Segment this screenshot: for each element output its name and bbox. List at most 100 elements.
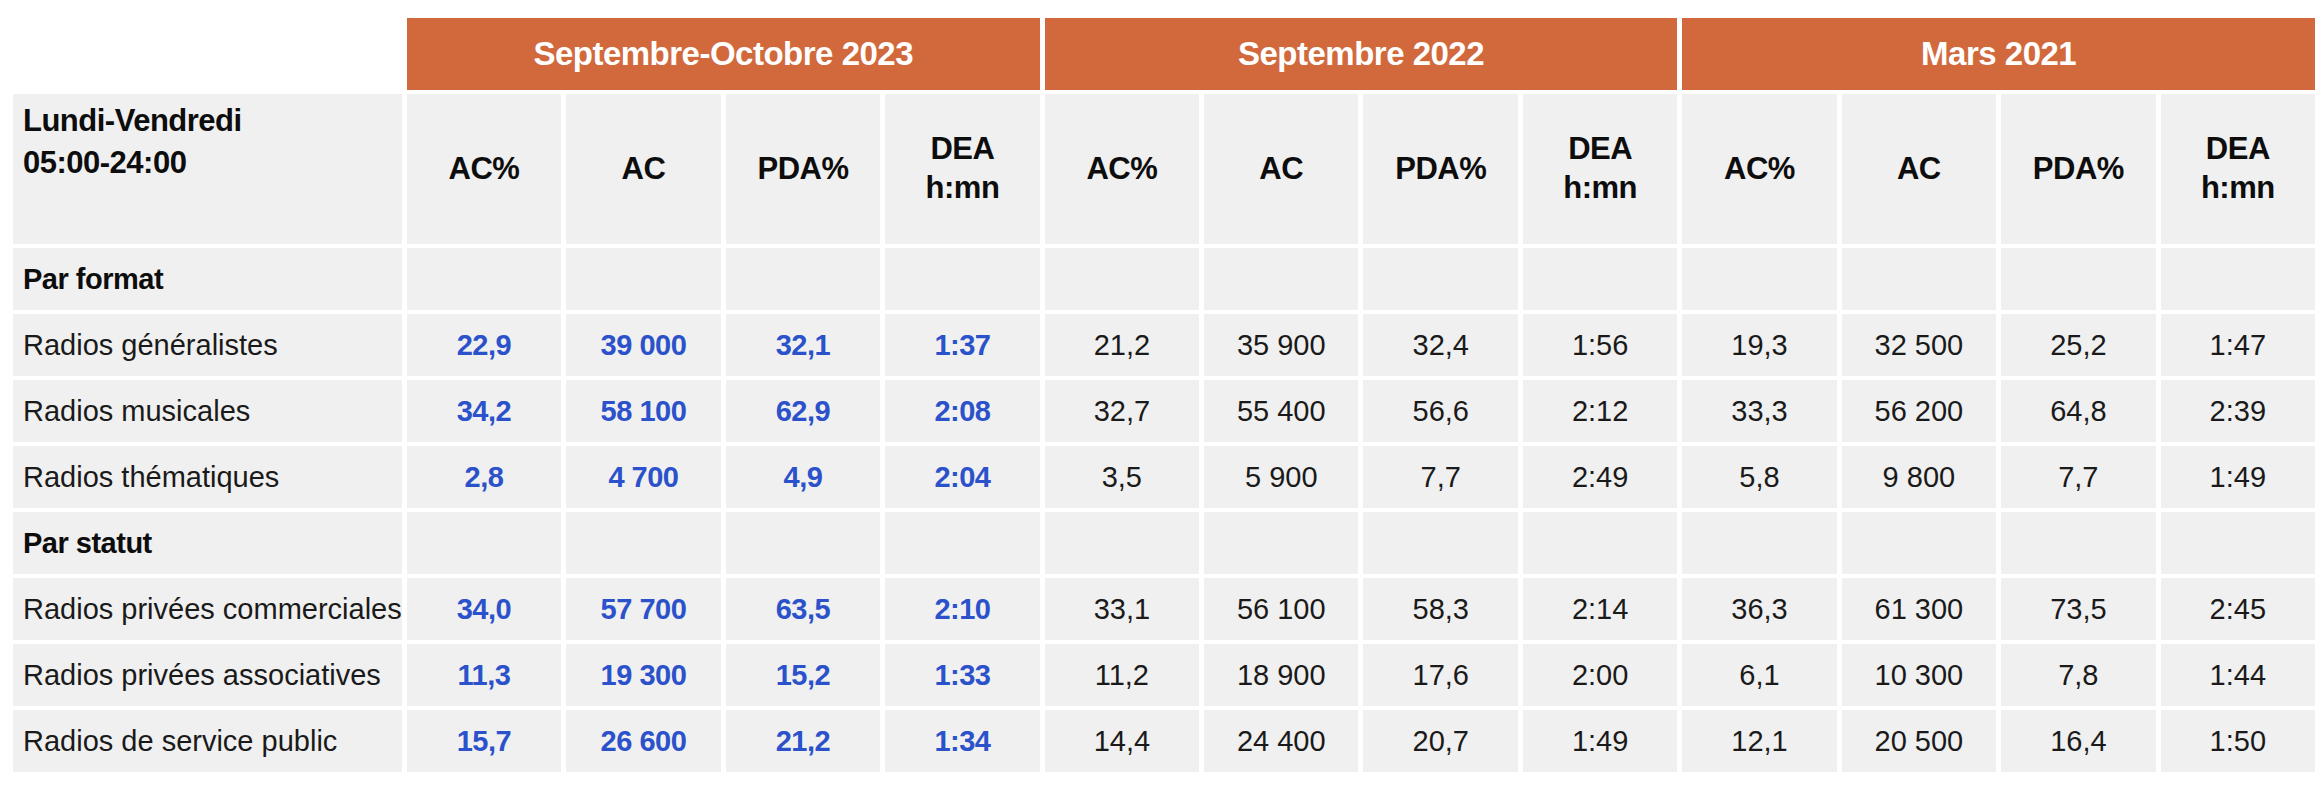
col-header-ac-pct-2023: AC% bbox=[407, 94, 561, 244]
value-cell: 21,2 bbox=[1045, 314, 1199, 376]
value-cell: 24 400 bbox=[1204, 710, 1358, 772]
value-cell: 63,5 bbox=[726, 578, 881, 640]
value-cell: 32 500 bbox=[1842, 314, 1996, 376]
value-cell: 56 100 bbox=[1204, 578, 1358, 640]
table-row-radios-thematiques: Radios thématiques 2,8 4 700 4,9 2:04 3,… bbox=[13, 446, 2315, 508]
value-cell: 34,2 bbox=[407, 380, 561, 442]
period-header-mars-2021: Mars 2021 bbox=[1682, 18, 2315, 90]
value-cell: 1:56 bbox=[1523, 314, 1677, 376]
table-row-radios-privees-commerciales: Radios privées commerciales 34,0 57 700 … bbox=[13, 578, 2315, 640]
col-header-ac-2023: AC bbox=[566, 94, 721, 244]
value-cell: 56 200 bbox=[1842, 380, 1996, 442]
empty-cell bbox=[1842, 512, 1996, 574]
value-cell: 73,5 bbox=[2001, 578, 2155, 640]
col-header-ac-pct-2022: AC% bbox=[1045, 94, 1199, 244]
value-cell: 1:50 bbox=[2161, 710, 2315, 772]
empty-cell bbox=[1363, 512, 1517, 574]
value-cell: 33,1 bbox=[1045, 578, 1199, 640]
value-cell: 21,2 bbox=[726, 710, 881, 772]
value-cell: 1:49 bbox=[1523, 710, 1677, 772]
daypart-days: Lundi-Vendredi bbox=[23, 100, 402, 142]
dea-unit: h:mn bbox=[1523, 169, 1677, 208]
value-cell: 20 500 bbox=[1842, 710, 1996, 772]
value-cell: 5 900 bbox=[1204, 446, 1358, 508]
col-header-dea-2021: DEA h:mn bbox=[2161, 94, 2315, 244]
table-row-radios-de-service-public: Radios de service public 15,7 26 600 21,… bbox=[13, 710, 2315, 772]
value-cell: 2:00 bbox=[1523, 644, 1677, 706]
empty-cell bbox=[1523, 248, 1677, 310]
value-cell: 2,8 bbox=[407, 446, 561, 508]
value-cell: 26 600 bbox=[566, 710, 721, 772]
period-header-sept-2022: Septembre 2022 bbox=[1045, 18, 1678, 90]
empty-cell bbox=[2161, 512, 2315, 574]
empty-cell bbox=[566, 248, 721, 310]
section-header-row-par-format: Par format bbox=[13, 248, 2315, 310]
empty-cell bbox=[726, 512, 881, 574]
col-header-pda-pct-2022: PDA% bbox=[1363, 94, 1517, 244]
blank-corner bbox=[13, 18, 402, 90]
value-cell: 4,9 bbox=[726, 446, 881, 508]
empty-cell bbox=[2001, 512, 2155, 574]
value-cell: 34,0 bbox=[407, 578, 561, 640]
value-cell: 64,8 bbox=[2001, 380, 2155, 442]
radio-audience-table: Septembre-Octobre 2023 Septembre 2022 Ma… bbox=[8, 14, 2320, 776]
value-cell: 12,1 bbox=[1682, 710, 1836, 772]
value-cell: 7,7 bbox=[1363, 446, 1517, 508]
value-cell: 56,6 bbox=[1363, 380, 1517, 442]
value-cell: 36,3 bbox=[1682, 578, 1836, 640]
value-cell: 15,2 bbox=[726, 644, 881, 706]
value-cell: 2:39 bbox=[2161, 380, 2315, 442]
row-label: Radios privées commerciales bbox=[13, 578, 402, 640]
col-header-ac-2022: AC bbox=[1204, 94, 1358, 244]
value-cell: 57 700 bbox=[566, 578, 721, 640]
value-cell: 4 700 bbox=[566, 446, 721, 508]
value-cell: 32,4 bbox=[1363, 314, 1517, 376]
row-label: Radios généralistes bbox=[13, 314, 402, 376]
daypart-hours: 05:00-24:00 bbox=[23, 142, 402, 184]
col-header-ac-pct-2021: AC% bbox=[1682, 94, 1836, 244]
dea-label: DEA bbox=[1523, 130, 1677, 169]
value-cell: 11,3 bbox=[407, 644, 561, 706]
empty-cell bbox=[407, 512, 561, 574]
value-cell: 17,6 bbox=[1363, 644, 1517, 706]
value-cell: 2:10 bbox=[885, 578, 1039, 640]
empty-cell bbox=[1204, 248, 1358, 310]
empty-cell bbox=[1682, 248, 1836, 310]
value-cell: 2:04 bbox=[885, 446, 1039, 508]
value-cell: 2:08 bbox=[885, 380, 1039, 442]
value-cell: 1:34 bbox=[885, 710, 1039, 772]
value-cell: 39 000 bbox=[566, 314, 721, 376]
value-cell: 2:49 bbox=[1523, 446, 1677, 508]
value-cell: 19,3 bbox=[1682, 314, 1836, 376]
empty-cell bbox=[1204, 512, 1358, 574]
row-label: Radios musicales bbox=[13, 380, 402, 442]
col-header-pda-pct-2021: PDA% bbox=[2001, 94, 2155, 244]
empty-cell bbox=[2161, 248, 2315, 310]
row-label: Radios privées associatives bbox=[13, 644, 402, 706]
value-cell: 1:44 bbox=[2161, 644, 2315, 706]
value-cell: 55 400 bbox=[1204, 380, 1358, 442]
col-header-dea-2022: DEA h:mn bbox=[1523, 94, 1677, 244]
value-cell: 18 900 bbox=[1204, 644, 1358, 706]
dea-unit: h:mn bbox=[885, 169, 1039, 208]
empty-cell bbox=[726, 248, 881, 310]
section-header-row-par-statut: Par statut bbox=[13, 512, 2315, 574]
section-label-par-format: Par format bbox=[13, 248, 402, 310]
dea-unit: h:mn bbox=[2161, 169, 2315, 208]
value-cell: 9 800 bbox=[1842, 446, 1996, 508]
value-cell: 2:14 bbox=[1523, 578, 1677, 640]
value-cell: 62,9 bbox=[726, 380, 881, 442]
value-cell: 16,4 bbox=[2001, 710, 2155, 772]
empty-cell bbox=[1363, 248, 1517, 310]
empty-cell bbox=[1842, 248, 1996, 310]
col-header-ac-2021: AC bbox=[1842, 94, 1996, 244]
value-cell: 7,8 bbox=[2001, 644, 2155, 706]
empty-cell bbox=[407, 248, 561, 310]
value-cell: 22,9 bbox=[407, 314, 561, 376]
row-label: Radios de service public bbox=[13, 710, 402, 772]
empty-cell bbox=[1045, 512, 1199, 574]
value-cell: 61 300 bbox=[1842, 578, 1996, 640]
value-cell: 3,5 bbox=[1045, 446, 1199, 508]
table-row-radios-musicales: Radios musicales 34,2 58 100 62,9 2:08 3… bbox=[13, 380, 2315, 442]
value-cell: 15,7 bbox=[407, 710, 561, 772]
